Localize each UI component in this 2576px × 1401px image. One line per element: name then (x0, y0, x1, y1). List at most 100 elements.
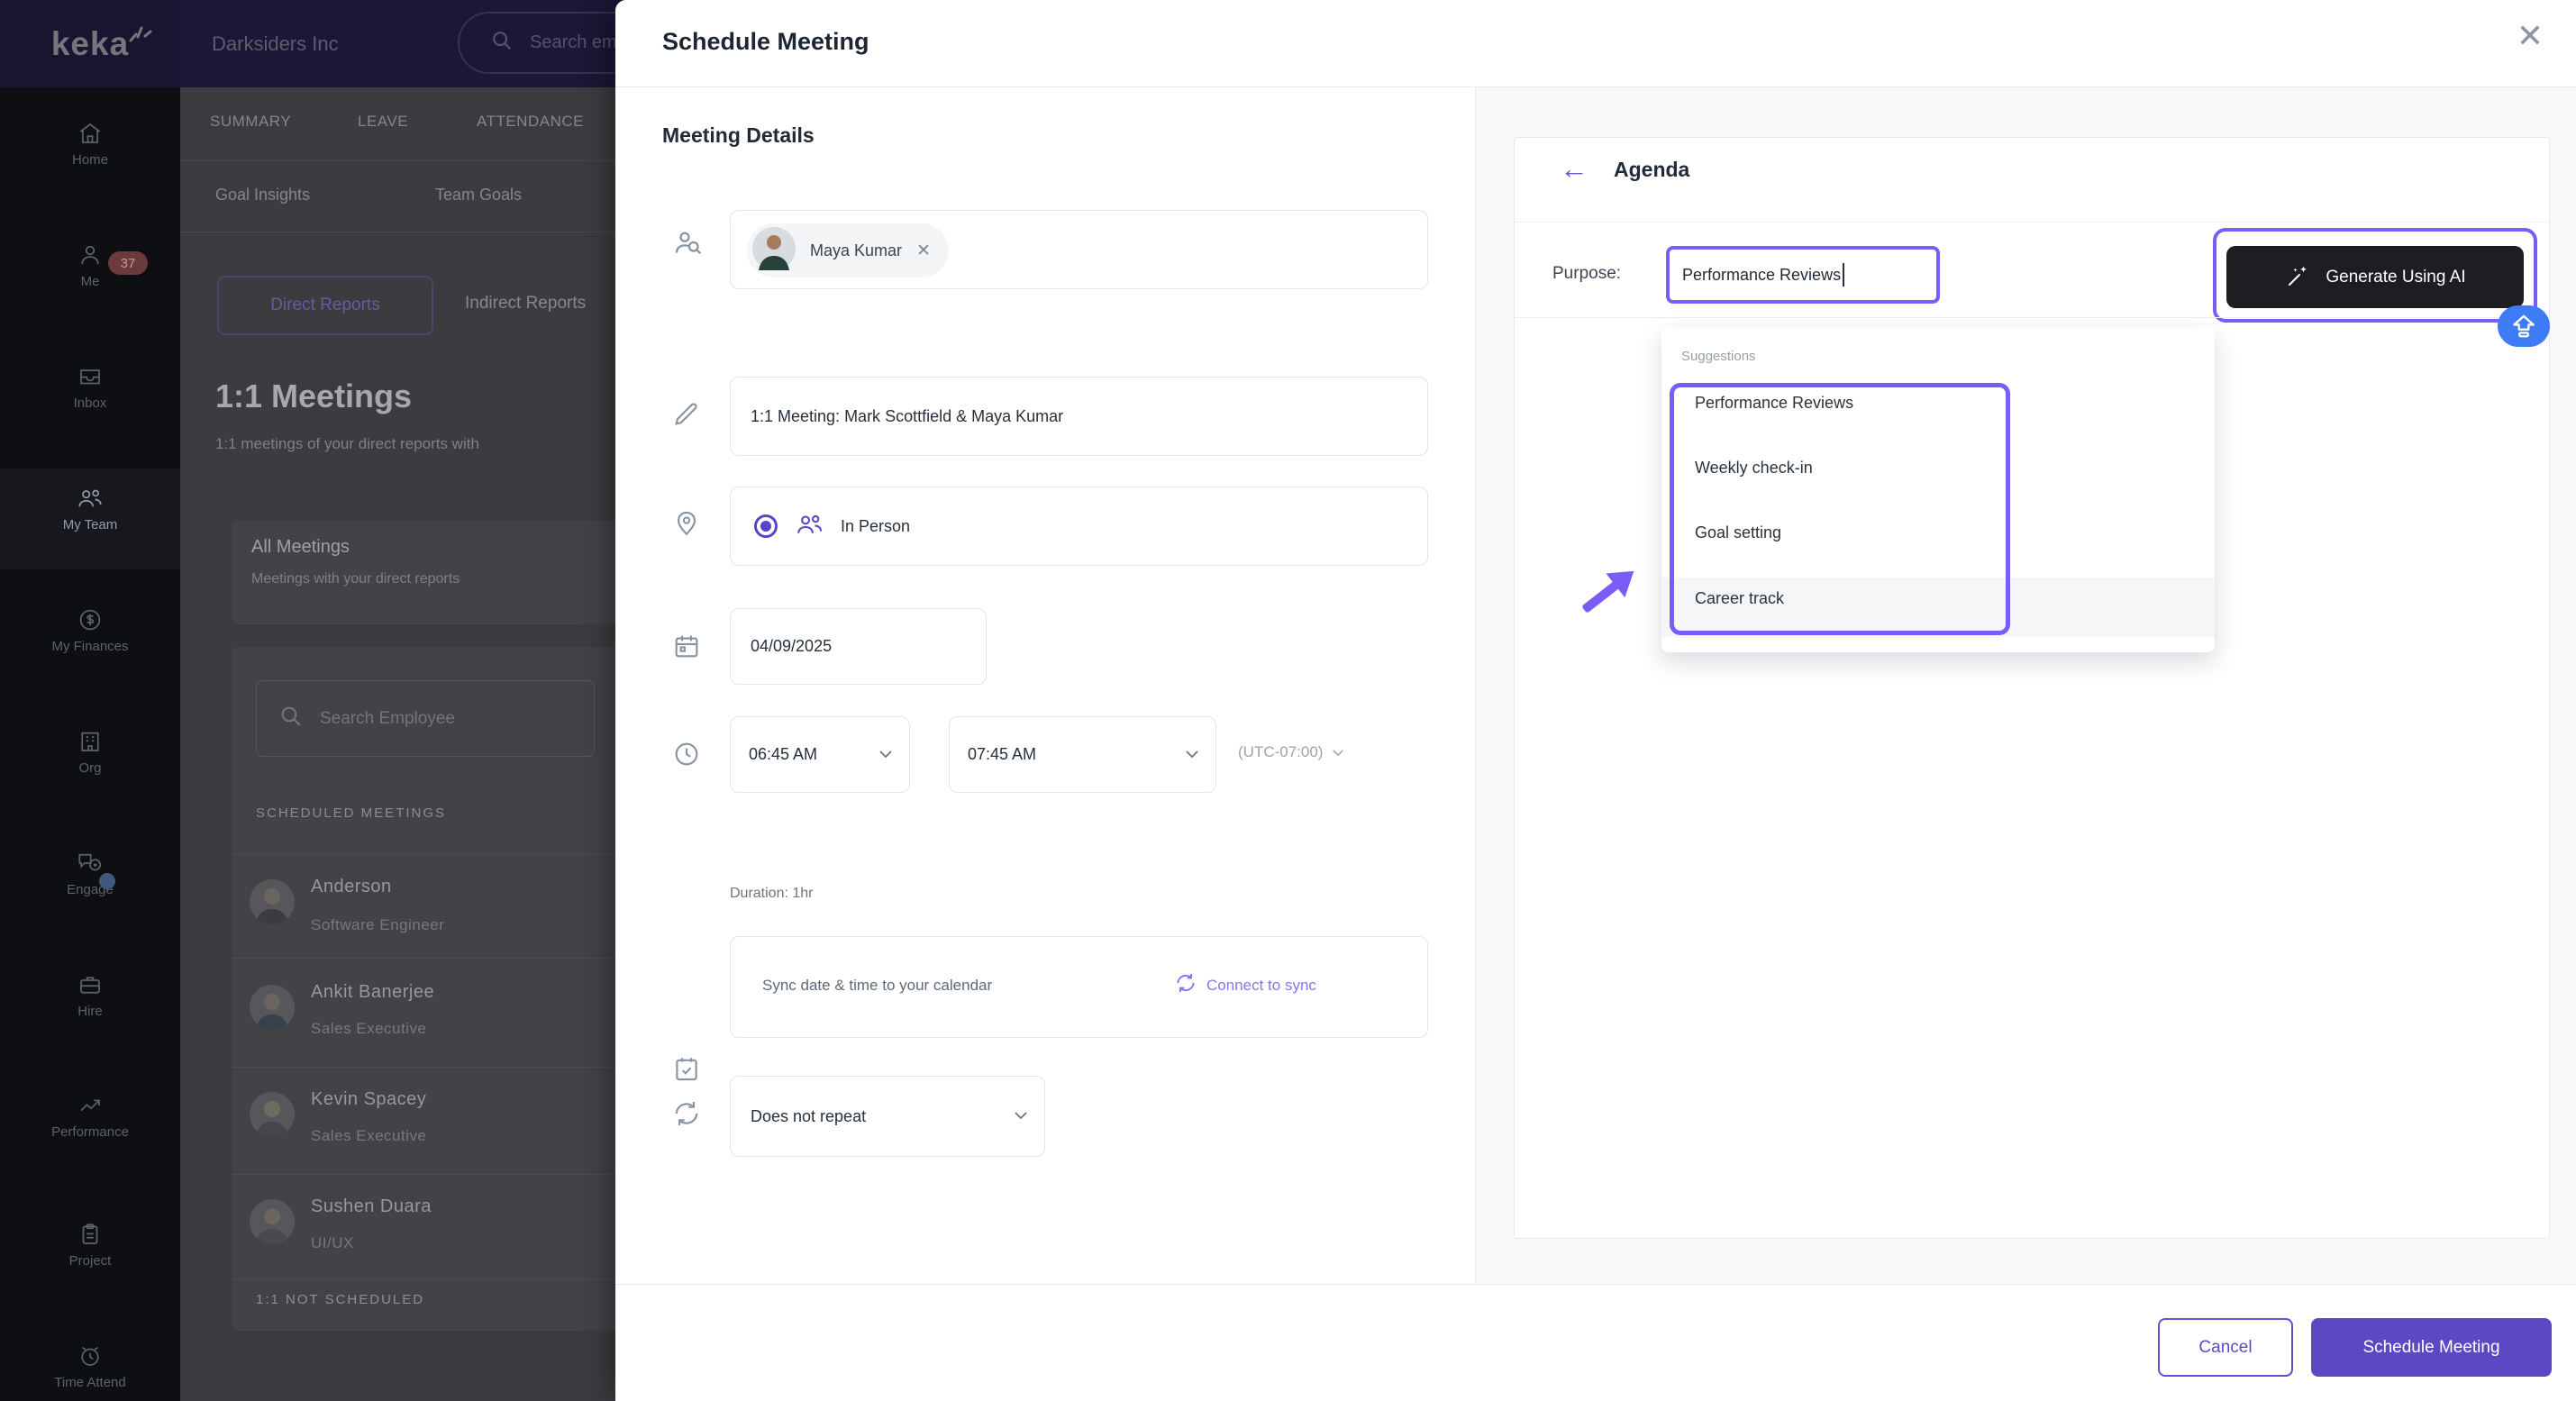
all-meetings-card[interactable]: All Meetings Meetings with your direct r… (232, 521, 615, 624)
search-icon (277, 702, 305, 735)
suggestion-item[interactable]: Career track (1695, 589, 1785, 607)
tab-leave[interactable]: LEAVE (358, 113, 409, 130)
meeting-title-field[interactable]: 1:1 Meeting: Mark Scottfield & Maya Kuma… (730, 377, 1428, 456)
divider (232, 1067, 615, 1068)
purpose-label: Purpose: (1552, 264, 1622, 283)
date-value: 04/09/2025 (751, 637, 833, 655)
subtab-goal-insights[interactable]: Goal Insights (215, 186, 311, 204)
chevron-down-icon (1332, 743, 1344, 761)
scheduled-meetings-label: SCHEDULED MEETINGS (256, 805, 447, 821)
building-icon (0, 728, 180, 755)
app-logo[interactable]: keka (0, 0, 180, 87)
tab-summary[interactable]: SUMMARY (210, 113, 292, 130)
sidebar-item-time-attend[interactable]: Time Attend (0, 1342, 180, 1390)
sidebar-active-band (0, 469, 180, 569)
divider (232, 1174, 615, 1175)
modal-footer: Cancel Schedule Meeting (615, 1284, 2576, 1401)
search-icon (488, 27, 515, 59)
chat-heart-icon (0, 850, 180, 877)
sidebar-item-inbox[interactable]: Inbox (0, 363, 180, 411)
purpose-input[interactable]: Performance Reviews (1666, 246, 1940, 304)
duration-label: Duration: 1hr (730, 886, 814, 901)
trend-up-icon (0, 1092, 180, 1119)
tab-attendance[interactable]: ATTENDANCE (477, 113, 584, 130)
meeting-details-column: Meeting Details Maya Kumar ✕ + Optional … (615, 87, 1476, 1284)
indirect-reports-toggle[interactable]: Indirect Reports (465, 294, 587, 313)
generate-using-ai-button[interactable]: Generate Using AI (2226, 246, 2524, 308)
all-meetings-title: All Meetings (251, 537, 350, 557)
chevron-down-icon (1014, 1108, 1028, 1124)
logo-spark-icon (127, 14, 152, 52)
subtab-team-goals[interactable]: Team Goals (435, 186, 523, 204)
avatar (250, 879, 295, 924)
background-page: SUMMARY LEAVE ATTENDANCE Goal Insights T… (180, 87, 615, 1401)
clock-icon (671, 739, 702, 774)
not-scheduled-label: 1:1 NOT SCHEDULED (256, 1292, 425, 1307)
page-subtitle: 1:1 meetings of your direct reports with (215, 435, 479, 452)
end-time-select[interactable]: 07:45 AM (949, 716, 1216, 793)
avatar (250, 1092, 295, 1137)
pencil-icon (671, 398, 702, 433)
participants-field[interactable]: Maya Kumar ✕ (730, 210, 1428, 289)
schedule-meeting-button[interactable]: Schedule Meeting (2311, 1318, 2552, 1377)
avatar (250, 985, 295, 1030)
modal-title: Schedule Meeting (662, 28, 869, 55)
connect-to-sync-link[interactable]: Connect to sync (1174, 971, 1316, 999)
timezone-value: (UTC-07:00) (1238, 743, 1324, 760)
back-arrow-icon[interactable]: ← (1560, 152, 1588, 185)
sidebar: Home Me Inbox My Team My Finances Org En… (0, 87, 180, 1401)
suggestion-item[interactable]: Weekly check-in (1695, 459, 1813, 477)
hire-notification-dot (99, 873, 115, 889)
end-time-value: 07:45 AM (968, 745, 1037, 763)
sidebar-item-project[interactable]: Project (0, 1221, 180, 1269)
suggestions-label: Suggestions (1681, 349, 1756, 364)
sync-text: Sync date & time to your calendar (762, 977, 993, 994)
divider (180, 160, 615, 161)
annotation-arrow-suggestions (1570, 558, 1646, 629)
suggestions-dropdown: Suggestions Performance Reviews Weekly c… (1661, 327, 2215, 652)
magic-wand-icon (2284, 261, 2311, 294)
divider (232, 854, 615, 855)
in-person-radio[interactable] (754, 514, 778, 538)
remove-participant-icon[interactable]: ✕ (916, 241, 931, 260)
location-field: In Person (730, 487, 1428, 566)
chevron-down-icon (878, 747, 893, 763)
agenda-card: ← Agenda Purpose: Performance Reviews Ge… (1514, 137, 2550, 1239)
repeat-select[interactable]: Does not repeat (730, 1076, 1045, 1157)
location-option-label[interactable]: In Person (841, 516, 911, 535)
start-time-select[interactable]: 06:45 AM (730, 716, 910, 793)
participant-chip[interactable]: Maya Kumar ✕ (747, 223, 949, 277)
text-caret (1843, 263, 1845, 287)
divider (232, 958, 615, 959)
sidebar-item-my-finances[interactable]: My Finances (0, 606, 180, 654)
suggestion-item[interactable]: Goal setting (1695, 523, 1782, 541)
section-title: Meeting Details (662, 123, 815, 147)
sidebar-item-me[interactable]: Me (0, 241, 180, 289)
avatar (250, 1199, 295, 1244)
alarm-clock-icon (0, 1342, 180, 1369)
employee-search-input[interactable] (320, 708, 572, 729)
cancel-button[interactable]: Cancel (2158, 1318, 2293, 1377)
person-search-icon (671, 227, 704, 264)
people-icon (794, 510, 824, 543)
dollar-circle-icon (0, 606, 180, 633)
employee-search[interactable] (256, 680, 595, 757)
sidebar-item-engage[interactable]: Engage (0, 850, 180, 897)
sidebar-item-home[interactable]: Home (0, 120, 180, 168)
close-icon[interactable]: ✕ (2516, 17, 2544, 54)
repeat-icon (671, 1098, 702, 1133)
sidebar-item-org[interactable]: Org (0, 728, 180, 776)
inbox-count-badge: 37 (108, 251, 148, 275)
sidebar-item-hire[interactable]: Hire (0, 971, 180, 1019)
sidebar-item-performance[interactable]: Performance (0, 1092, 180, 1140)
direct-reports-toggle[interactable]: Direct Reports (217, 276, 433, 335)
chevron-down-icon (1185, 747, 1199, 763)
timezone-select[interactable]: (UTC-07:00) (1238, 743, 1344, 761)
participant-name: Maya Kumar (810, 241, 903, 259)
date-field[interactable]: 04/09/2025 (730, 608, 987, 685)
sidebar-item-my-team[interactable]: My Team (0, 485, 180, 532)
agenda-title: Agenda (1614, 158, 1690, 181)
schedule-meeting-modal: Schedule Meeting ✕ Meeting Details Maya … (615, 0, 2576, 1401)
suggestion-item[interactable]: Performance Reviews (1695, 394, 1854, 412)
scheduled-meetings-card: SCHEDULED MEETINGS Anderson Software Eng… (232, 647, 615, 1331)
